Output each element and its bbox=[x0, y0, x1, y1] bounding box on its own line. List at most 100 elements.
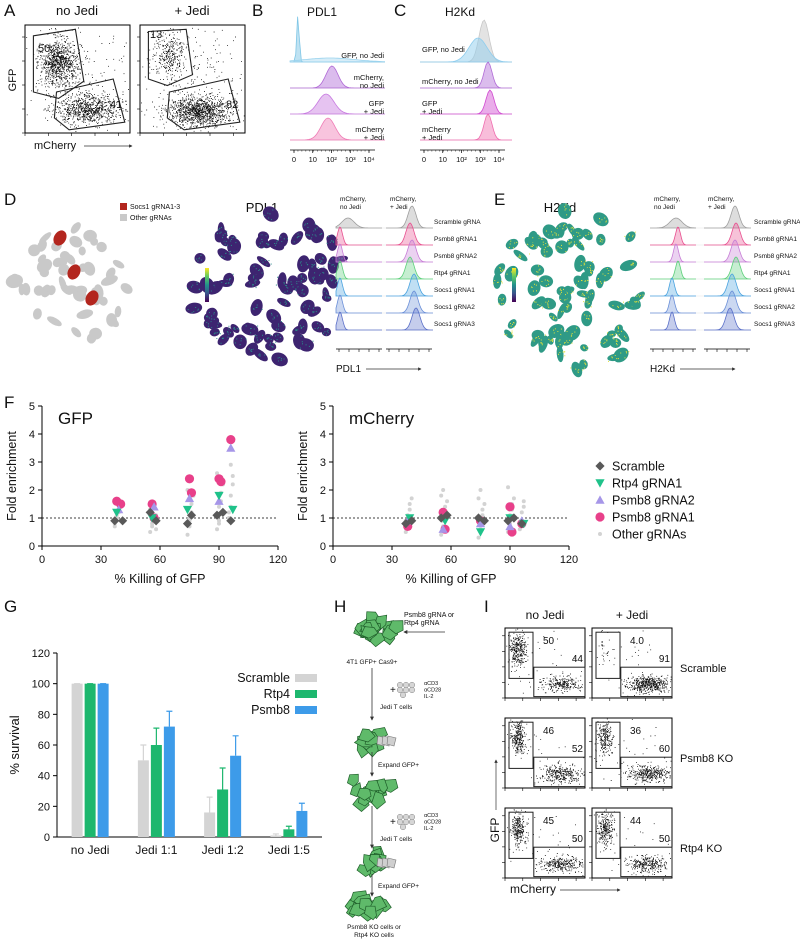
point bbox=[217, 518, 221, 523]
bar bbox=[97, 683, 109, 837]
cluster bbox=[619, 259, 638, 272]
cluster-speckle bbox=[221, 281, 232, 286]
cluster bbox=[555, 240, 569, 254]
legend-label: Rtp4 gRNA1 bbox=[612, 477, 682, 491]
x-axis-label: % Killing of GFP bbox=[405, 572, 496, 586]
point bbox=[112, 508, 122, 517]
cluster bbox=[33, 285, 44, 296]
cluster bbox=[530, 331, 543, 347]
point bbox=[230, 482, 235, 487]
gate-value: 82 bbox=[226, 99, 238, 111]
step-label: IL-2 bbox=[424, 694, 433, 700]
cluster-speckle bbox=[531, 283, 537, 292]
cluster-speckle bbox=[266, 334, 272, 341]
y-tick-label: 4 bbox=[29, 429, 35, 441]
point bbox=[182, 505, 193, 515]
point bbox=[407, 502, 412, 506]
cluster bbox=[58, 263, 70, 276]
cluster bbox=[106, 316, 119, 328]
step-label: Psmb8 KO cells or bbox=[347, 924, 402, 931]
cluster-speckle bbox=[300, 275, 306, 283]
y-tick-label: 0 bbox=[44, 832, 50, 844]
x-tick-label: 90 bbox=[504, 554, 516, 566]
y-tick-label: 40 bbox=[38, 771, 50, 783]
error-bar bbox=[272, 833, 279, 836]
step-label: αCD28 bbox=[424, 688, 441, 694]
panel-title: PDL1 bbox=[307, 5, 337, 19]
point bbox=[521, 499, 526, 504]
axis-label: H2Kd bbox=[650, 364, 675, 375]
histogram bbox=[386, 256, 433, 280]
gate-value: 44 bbox=[572, 654, 584, 665]
tick-label: 10³ bbox=[475, 155, 486, 164]
histogram bbox=[386, 307, 433, 331]
point bbox=[480, 513, 485, 518]
gate bbox=[508, 811, 534, 859]
point bbox=[228, 505, 238, 515]
cluster-speckle bbox=[220, 252, 230, 258]
cluster-speckle bbox=[599, 217, 607, 223]
cell bbox=[371, 791, 386, 810]
legend-label: Psmb8 gRNA2 bbox=[612, 494, 695, 508]
tick-label: 10 bbox=[309, 155, 317, 164]
bar bbox=[84, 683, 96, 837]
x-tick-label: 120 bbox=[560, 554, 578, 566]
point bbox=[479, 516, 489, 526]
gate-value: 46 bbox=[543, 726, 555, 737]
cluster-speckle bbox=[233, 327, 239, 330]
histogram bbox=[650, 277, 696, 297]
cluster-speckle bbox=[551, 231, 559, 236]
gate-value: 45 bbox=[543, 816, 555, 827]
cluster-speckle bbox=[583, 301, 592, 308]
error-bar bbox=[166, 710, 173, 727]
dead-cell bbox=[386, 735, 397, 747]
histogram bbox=[650, 226, 696, 246]
step-label: αCD3 bbox=[424, 681, 438, 687]
point bbox=[228, 493, 233, 498]
point bbox=[214, 491, 224, 501]
point bbox=[439, 532, 444, 537]
legend-label: Scramble bbox=[612, 460, 665, 474]
t-cell bbox=[402, 818, 410, 826]
point bbox=[511, 496, 516, 501]
y-tick-label: 3 bbox=[320, 457, 326, 469]
point bbox=[217, 504, 221, 509]
cluster-speckle bbox=[249, 282, 257, 289]
cluster-speckle bbox=[275, 333, 281, 343]
row-label: mCherry, no Jedi bbox=[422, 77, 479, 86]
point bbox=[445, 499, 450, 504]
histogram bbox=[335, 277, 382, 297]
point bbox=[407, 507, 412, 512]
cluster-speckle bbox=[227, 244, 238, 253]
bar bbox=[137, 760, 149, 837]
highlight-cluster bbox=[53, 230, 67, 246]
bar bbox=[270, 835, 282, 837]
cluster bbox=[78, 246, 86, 256]
plot-frame bbox=[591, 807, 673, 879]
cluster-speckle bbox=[558, 351, 566, 357]
cluster-speckle bbox=[206, 315, 213, 320]
cluster bbox=[277, 272, 287, 290]
plot-frame bbox=[504, 807, 586, 879]
tick-label: 10² bbox=[326, 155, 337, 164]
cluster-speckle bbox=[608, 354, 619, 363]
cluster-speckle bbox=[599, 237, 604, 243]
cluster-speckle bbox=[540, 339, 553, 346]
row-label: Rtp4 gRNA1 bbox=[754, 270, 791, 277]
y-tick-label: 2 bbox=[29, 485, 35, 497]
point bbox=[230, 474, 235, 478]
plot-frame bbox=[504, 627, 586, 699]
bar bbox=[204, 812, 216, 837]
cluster bbox=[531, 296, 546, 310]
panel-label: F bbox=[4, 393, 14, 412]
point bbox=[148, 530, 153, 534]
cluster-speckle bbox=[564, 204, 571, 216]
cluster-speckle bbox=[583, 359, 587, 369]
cluster-speckle bbox=[213, 331, 221, 335]
cluster bbox=[36, 258, 53, 273]
cell-events bbox=[507, 809, 584, 876]
point bbox=[226, 443, 236, 452]
cluster-speckle bbox=[590, 268, 593, 274]
cluster bbox=[203, 313, 213, 323]
gate-value: 50 bbox=[543, 636, 555, 647]
